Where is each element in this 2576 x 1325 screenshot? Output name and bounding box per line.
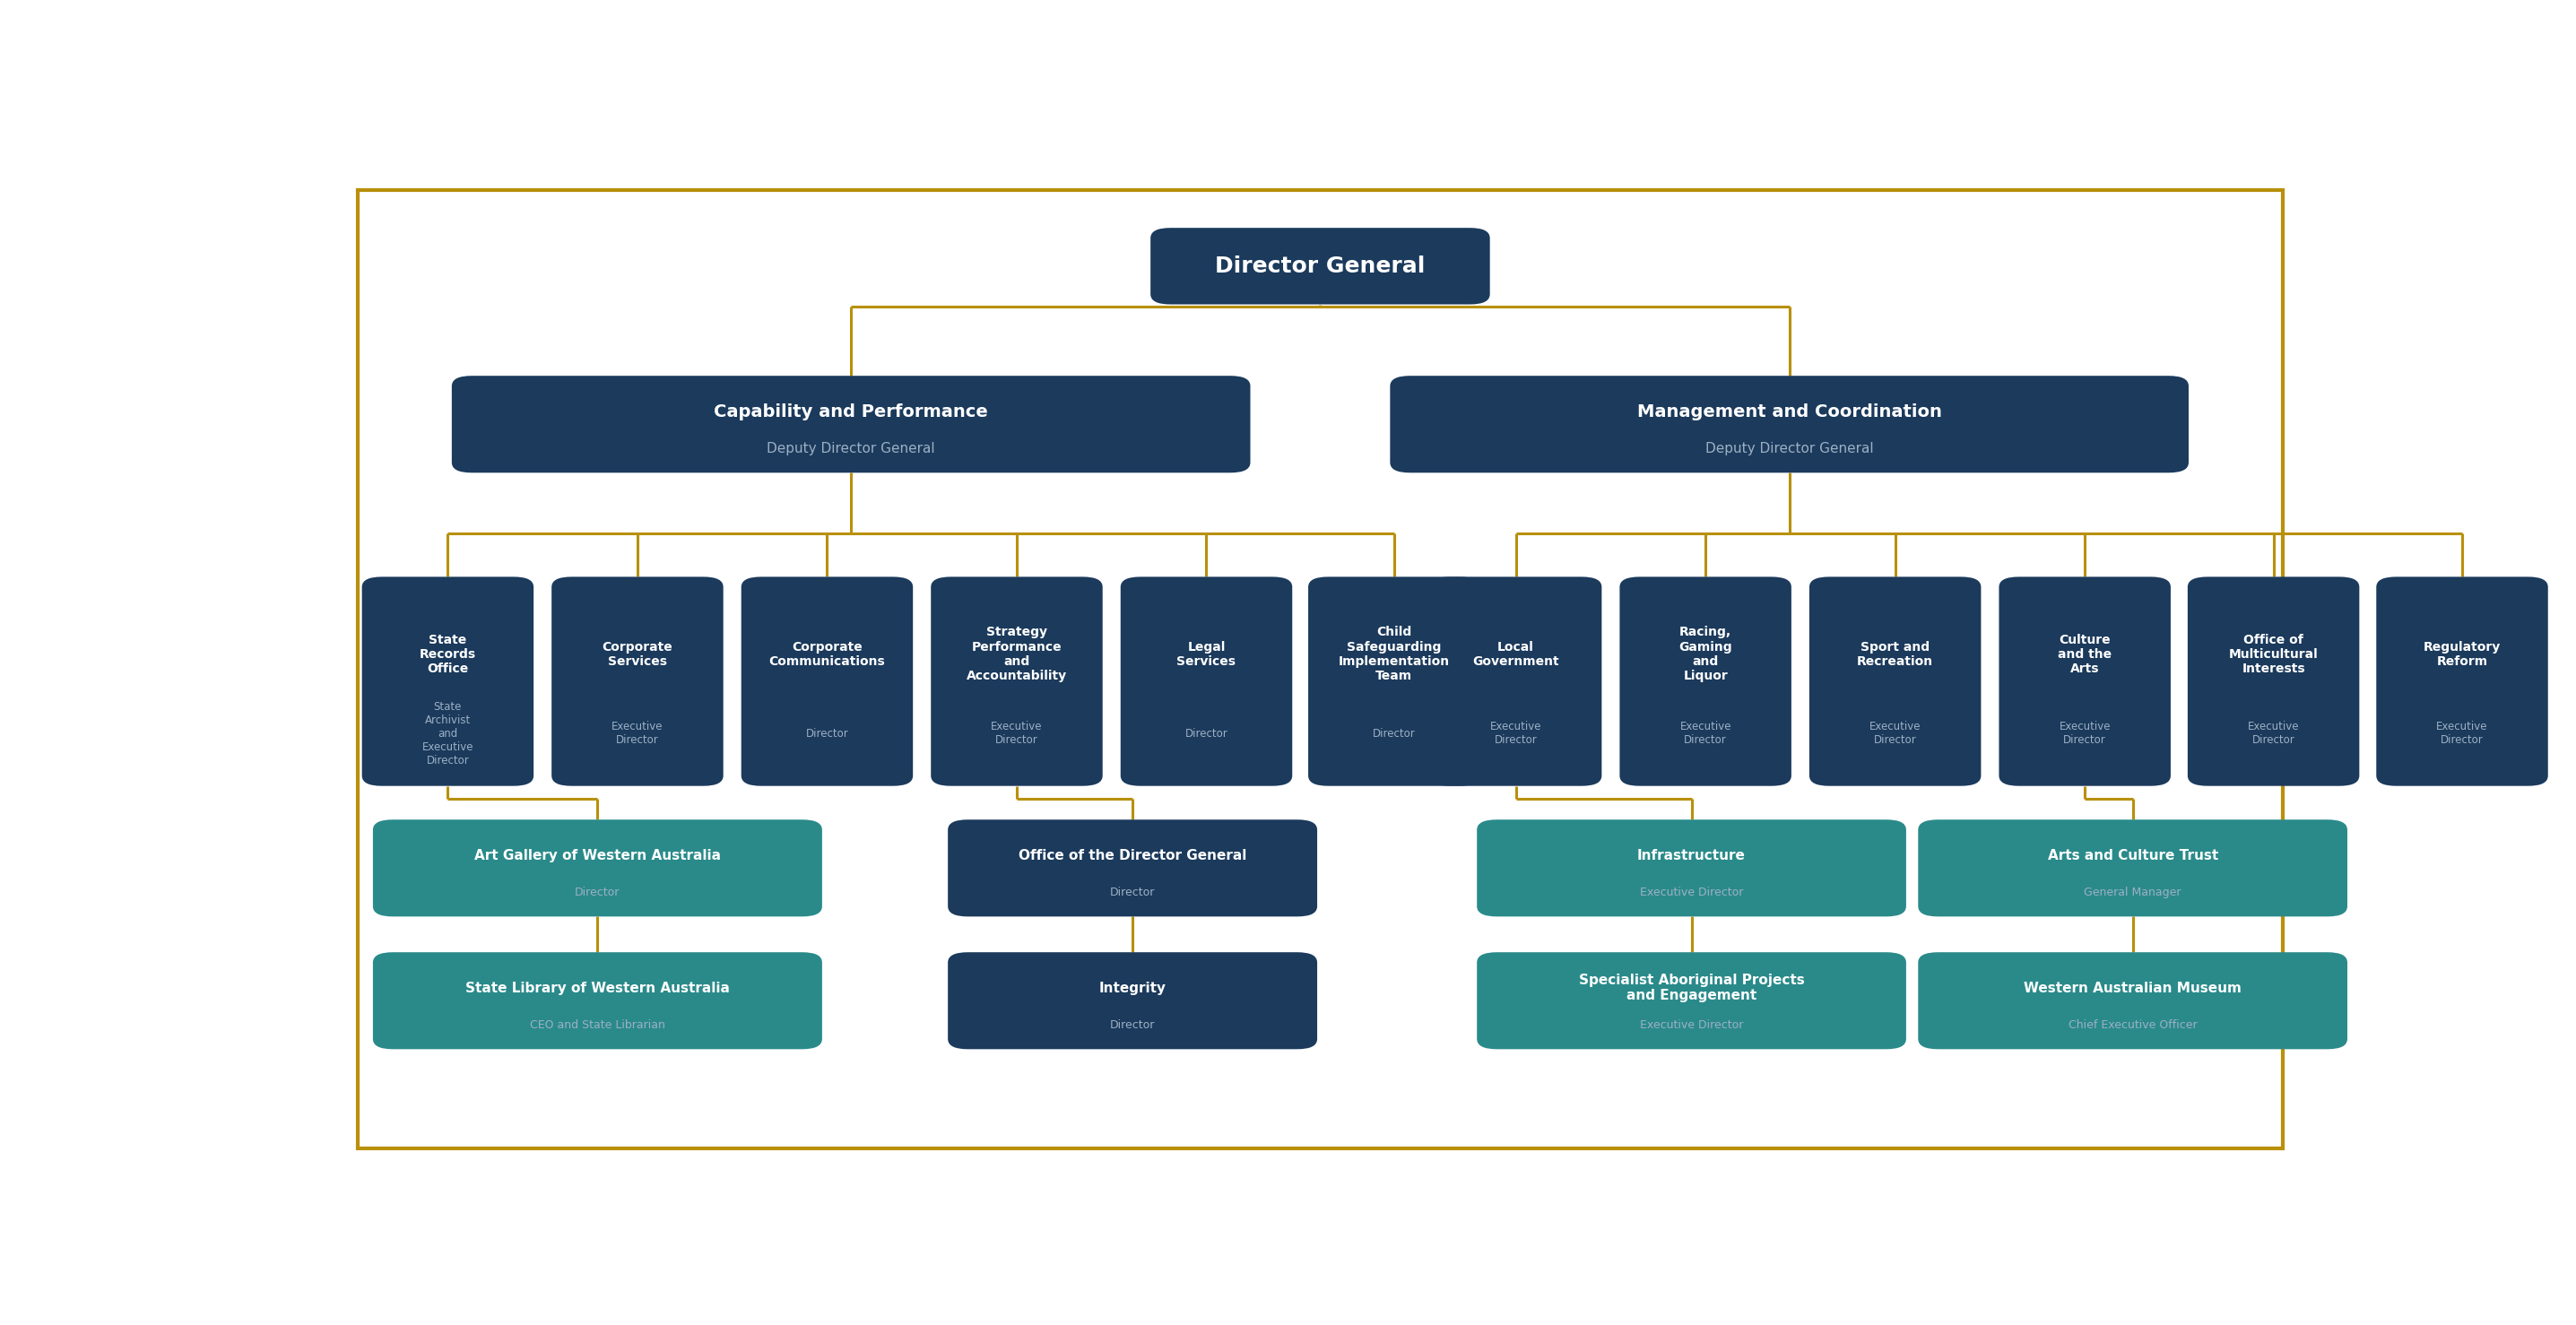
FancyBboxPatch shape bbox=[1391, 376, 2190, 473]
Text: Child
Safeguarding
Implementation
Team: Child Safeguarding Implementation Team bbox=[1340, 627, 1450, 682]
Text: General Manager: General Manager bbox=[2084, 886, 2182, 898]
Text: Executive Director: Executive Director bbox=[1641, 1019, 1744, 1031]
FancyBboxPatch shape bbox=[1808, 576, 1981, 786]
Text: Arts and Culture Trust: Arts and Culture Trust bbox=[2048, 849, 2218, 863]
Text: Director General: Director General bbox=[1216, 256, 1425, 277]
Text: Deputy Director General: Deputy Director General bbox=[768, 441, 935, 456]
FancyBboxPatch shape bbox=[551, 576, 724, 786]
FancyBboxPatch shape bbox=[374, 953, 822, 1049]
Text: Infrastructure: Infrastructure bbox=[1638, 849, 1747, 863]
Text: Corporate
Services: Corporate Services bbox=[603, 641, 672, 668]
Text: Western Australian Museum: Western Australian Museum bbox=[2025, 982, 2241, 995]
Text: Director: Director bbox=[1185, 727, 1229, 739]
Text: Legal
Services: Legal Services bbox=[1177, 641, 1236, 668]
Text: Director: Director bbox=[806, 727, 848, 739]
Text: Executive Director: Executive Director bbox=[1641, 886, 1744, 898]
Text: Executive
Director: Executive Director bbox=[1680, 721, 1731, 746]
FancyBboxPatch shape bbox=[1151, 228, 1489, 305]
FancyBboxPatch shape bbox=[451, 376, 1249, 473]
Text: Racing,
Gaming
and
Liquor: Racing, Gaming and Liquor bbox=[1680, 627, 1731, 682]
FancyBboxPatch shape bbox=[948, 953, 1316, 1049]
Text: Director: Director bbox=[1110, 886, 1154, 898]
FancyBboxPatch shape bbox=[1309, 576, 1481, 786]
Text: Director: Director bbox=[1373, 727, 1414, 739]
FancyBboxPatch shape bbox=[742, 576, 912, 786]
FancyBboxPatch shape bbox=[930, 576, 1103, 786]
FancyBboxPatch shape bbox=[1121, 576, 1293, 786]
Text: Office of
Multicultural
Interests: Office of Multicultural Interests bbox=[2228, 633, 2318, 674]
Text: Executive
Director: Executive Director bbox=[2249, 721, 2300, 746]
Text: Executive
Director: Executive Director bbox=[2058, 721, 2110, 746]
FancyBboxPatch shape bbox=[2375, 576, 2548, 786]
Text: Integrity: Integrity bbox=[1100, 982, 1167, 995]
Text: Art Gallery of Western Australia: Art Gallery of Western Australia bbox=[474, 849, 721, 863]
Text: Capability and Performance: Capability and Performance bbox=[714, 403, 989, 420]
Text: Executive
Director: Executive Director bbox=[1489, 721, 1540, 746]
Text: Corporate
Communications: Corporate Communications bbox=[768, 641, 886, 668]
Text: Office of the Director General: Office of the Director General bbox=[1018, 849, 1247, 863]
FancyBboxPatch shape bbox=[1476, 953, 1906, 1049]
FancyBboxPatch shape bbox=[1919, 820, 2347, 917]
FancyBboxPatch shape bbox=[948, 820, 1316, 917]
Text: Executive
Director: Executive Director bbox=[992, 721, 1043, 746]
Text: Strategy
Performance
and
Accountability: Strategy Performance and Accountability bbox=[966, 627, 1066, 682]
Text: State
Archivist
and
Executive
Director: State Archivist and Executive Director bbox=[422, 701, 474, 766]
FancyBboxPatch shape bbox=[2187, 576, 2360, 786]
FancyBboxPatch shape bbox=[1430, 576, 1602, 786]
FancyBboxPatch shape bbox=[374, 820, 822, 917]
Text: Executive
Director: Executive Director bbox=[2437, 721, 2488, 746]
Text: Local
Government: Local Government bbox=[1473, 641, 1558, 668]
FancyBboxPatch shape bbox=[1620, 576, 1790, 786]
FancyBboxPatch shape bbox=[361, 576, 533, 786]
FancyBboxPatch shape bbox=[1476, 820, 1906, 917]
Text: State Library of Western Australia: State Library of Western Australia bbox=[466, 982, 729, 995]
FancyBboxPatch shape bbox=[1919, 953, 2347, 1049]
Text: Deputy Director General: Deputy Director General bbox=[1705, 441, 1873, 456]
FancyBboxPatch shape bbox=[1999, 576, 2172, 786]
Text: Director: Director bbox=[574, 886, 621, 898]
Text: Executive
Director: Executive Director bbox=[1870, 721, 1922, 746]
Text: Sport and
Recreation: Sport and Recreation bbox=[1857, 641, 1935, 668]
Text: State
Records
Office: State Records Office bbox=[420, 633, 477, 674]
Text: Director: Director bbox=[1110, 1019, 1154, 1031]
Text: Executive
Director: Executive Director bbox=[611, 721, 662, 746]
Text: CEO and State Librarian: CEO and State Librarian bbox=[531, 1019, 665, 1031]
Text: Regulatory
Reform: Regulatory Reform bbox=[2424, 641, 2501, 668]
Text: Chief Executive Officer: Chief Executive Officer bbox=[2069, 1019, 2197, 1031]
Text: Management and Coordination: Management and Coordination bbox=[1636, 403, 1942, 420]
Text: Specialist Aboriginal Projects
and Engagement: Specialist Aboriginal Projects and Engag… bbox=[1579, 974, 1803, 1003]
Text: Culture
and the
Arts: Culture and the Arts bbox=[2058, 633, 2112, 674]
